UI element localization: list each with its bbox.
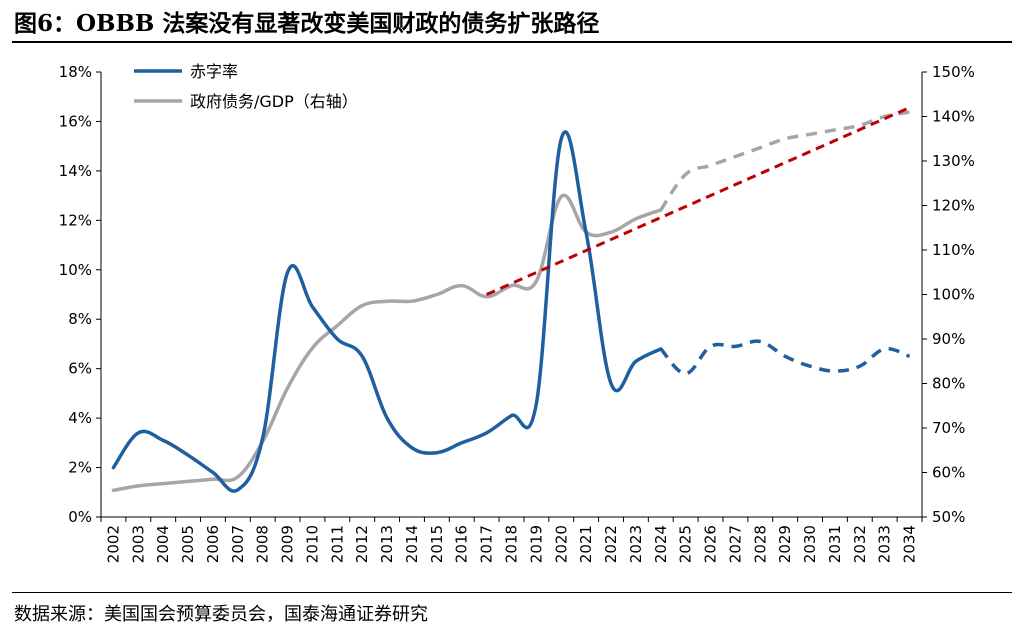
x-tick-label: 2013 xyxy=(378,525,396,563)
x-tick-label: 2034 xyxy=(901,525,919,563)
x-tick-label: 2011 xyxy=(328,525,346,563)
x-tick-label: 2020 xyxy=(552,525,570,563)
debt-series-line xyxy=(111,193,663,493)
x-tick-label: 2007 xyxy=(229,525,247,563)
x-tick-label: 2022 xyxy=(602,525,620,563)
y-right-tick-label: 140% xyxy=(932,108,975,126)
x-tick-label: 2016 xyxy=(453,525,471,563)
x-tick-label: 2021 xyxy=(577,525,595,563)
x-tick-label: 2019 xyxy=(527,525,545,563)
x-tick-label: 2030 xyxy=(801,525,819,563)
x-tick-label: 2033 xyxy=(876,525,894,563)
y-right-tick-label: 70% xyxy=(932,419,965,437)
x-tick-label: 2017 xyxy=(478,525,496,563)
line-chart: 0% 2% 4% 6% 8% 10% 12% 14% 16% 18% 50% 60% 70% 80% 90%… xyxy=(59,62,975,563)
y-left-tick-label: 16% xyxy=(59,112,92,130)
y-left-tick-label: 2% xyxy=(68,459,92,477)
y-right-tick-label: 90% xyxy=(932,330,965,348)
x-tick-label: 2032 xyxy=(851,525,869,563)
y-right-tick-label: 60% xyxy=(932,464,965,482)
x-tick-label: 2004 xyxy=(154,525,172,563)
x-tick-label: 2003 xyxy=(129,525,147,563)
debt-projection-line xyxy=(659,110,910,211)
x-tick-label: 2014 xyxy=(403,525,421,563)
x-tick-label: 2015 xyxy=(428,525,446,563)
legend-label: 赤字率 xyxy=(190,62,238,81)
legend-label: 政府债务/GDP（右轴） xyxy=(190,92,358,111)
x-tick-label: 2005 xyxy=(179,525,197,563)
y-right-tick-label: 100% xyxy=(932,286,975,304)
y-left-tick-label: 14% xyxy=(59,162,92,180)
trend-line xyxy=(485,106,911,296)
y-left-tick-label: 18% xyxy=(59,63,92,81)
series-layer xyxy=(111,106,911,493)
x-tick-label: 2002 xyxy=(104,525,122,563)
x-tick-label: 2024 xyxy=(652,525,670,563)
title-rule xyxy=(12,41,1012,43)
y-right-tick-label: 150% xyxy=(932,63,975,81)
x-tick-label: 2026 xyxy=(702,525,720,563)
x-tick-label: 2012 xyxy=(353,525,371,563)
deficit-projection-line xyxy=(659,339,911,376)
y-left-tick-label: 4% xyxy=(68,409,92,427)
x-tick-label: 2008 xyxy=(254,525,272,563)
y-right-tick-label: 80% xyxy=(932,375,965,393)
axes: 0% 2% 4% 6% 8% 10% 12% 14% 16% 18% 50% 60% 70% 80% 90%… xyxy=(59,63,975,563)
y-left-tick-label: 8% xyxy=(68,310,92,328)
x-tick-label: 2029 xyxy=(776,525,794,563)
x-tick-label: 2009 xyxy=(279,525,297,563)
y-left-tick-label: 10% xyxy=(59,261,92,279)
x-tick-label: 2006 xyxy=(204,525,222,563)
x-tick-label: 2031 xyxy=(826,525,844,563)
y-right-tick-label: 130% xyxy=(932,152,975,170)
x-tick-label: 2023 xyxy=(627,525,645,563)
x-tick-label: 2010 xyxy=(303,525,321,563)
deficit-series-line xyxy=(111,130,663,493)
x-tick-label: 2025 xyxy=(677,525,695,563)
x-tick-label: 2028 xyxy=(751,525,769,563)
x-tick-label: 2027 xyxy=(726,525,744,563)
y-right-tick-label: 110% xyxy=(932,241,975,259)
y-left-tick-label: 0% xyxy=(68,508,92,526)
y-left-tick-label: 6% xyxy=(68,360,92,378)
y-right-tick-label: 50% xyxy=(932,508,965,526)
source-note: 数据来源：美国国会预算委员会，国泰海通证券研究 xyxy=(14,604,428,625)
source-rule xyxy=(12,592,1012,593)
y-left-tick-label: 12% xyxy=(59,211,92,229)
figure-title: 图6：OBBB 法案没有显著改变美国财政的债务扩张路径 xyxy=(14,10,600,37)
x-tick-label: 2018 xyxy=(503,525,521,563)
y-right-tick-label: 120% xyxy=(932,197,975,215)
